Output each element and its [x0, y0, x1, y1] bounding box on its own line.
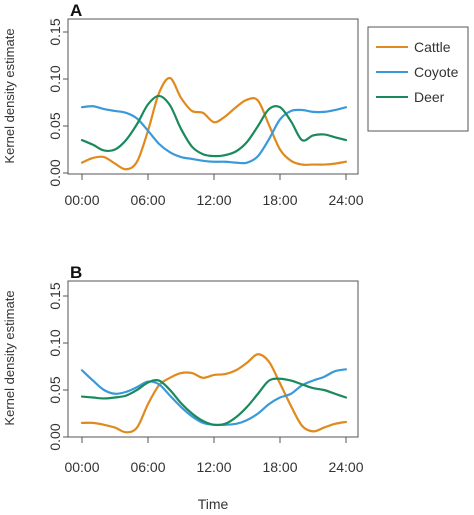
panel-a-x-tick-label: 18:00 — [262, 192, 297, 208]
panel-a-lines — [80, 76, 348, 171]
panel-a-x-tick-label: 12:00 — [196, 192, 231, 208]
panel-a-series-deer — [80, 94, 348, 158]
panel-b-x-tick-label: 00:00 — [64, 459, 99, 475]
panel-a-frame — [67, 18, 359, 175]
panel-a-series-coyote — [80, 105, 348, 165]
panel-b-y-tick-label: 0.10 — [47, 329, 63, 356]
panel-b-x-tick-label: 06:00 — [130, 459, 165, 475]
panel-a-y-tick-label: 0.00 — [47, 159, 63, 186]
x-axis-title: Time — [198, 496, 229, 512]
panel-b-series-cattle — [80, 353, 348, 434]
panel-a-x-tick-label: 24:00 — [328, 192, 363, 208]
panel-b-y-tick-label: 0.15 — [47, 282, 63, 309]
panel-b-series-deer — [80, 377, 348, 427]
panel-a-y-tick-label: 0.15 — [47, 18, 63, 45]
panel-a-label: A — [70, 1, 82, 20]
legend: Cattle Coyote Deer — [367, 26, 469, 132]
panel-a-axes: 0.00 0.05 0.10 0.15 00:00 06:00 12:00 18:00 24:0… — [47, 18, 364, 208]
panel-a: A Kernel density estimate 0.000.050.100.… — [2, 1, 364, 208]
panel-b-x-tick-label: 24:00 — [328, 459, 363, 475]
panel-b-lines — [80, 353, 348, 434]
legend-label-coyote: Coyote — [414, 64, 459, 80]
panel-a-x-tick-label: 00:00 — [64, 192, 99, 208]
panel-a-y-tick-label: 0.05 — [47, 112, 63, 139]
panel-a-series-cattle — [80, 76, 348, 171]
panel-b-y-axis-title: Kernel density estimate — [2, 290, 17, 425]
panel-b-x-tick-label: 12:00 — [196, 459, 231, 475]
panel-b: B Kernel density estimate 0.000.050.100.… — [2, 263, 364, 475]
panel-b-y-tick-label: 0.00 — [47, 423, 63, 450]
panel-b-label: B — [70, 263, 82, 282]
legend-label-deer: Deer — [414, 89, 445, 105]
panel-b-frame — [67, 280, 359, 438]
legend-label-cattle: Cattle — [414, 39, 451, 55]
panel-a-y-axis-title: Kernel density estimate — [2, 28, 17, 163]
panel-a-x-tick-label: 06:00 — [130, 192, 165, 208]
panel-b-y-tick-label: 0.05 — [47, 376, 63, 403]
panel-b-axes: 0.00 0.05 0.10 0.15 00:00 06:00 12:00 18:00 24:0… — [47, 282, 364, 475]
panel-b-x-tick-label: 18:00 — [262, 459, 297, 475]
legend-box — [367, 26, 469, 132]
panel-a-y-tick-label: 0.10 — [47, 65, 63, 92]
